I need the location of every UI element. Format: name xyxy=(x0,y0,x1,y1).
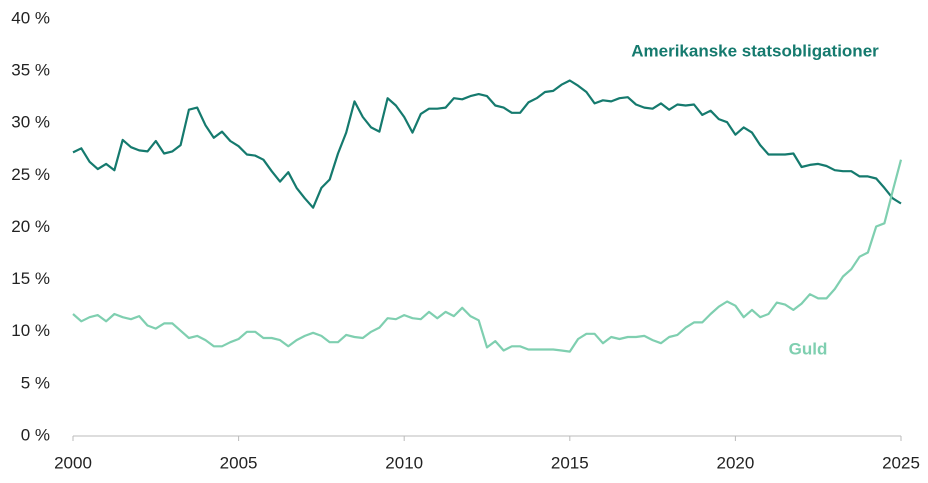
y-tick-label: 35 % xyxy=(11,61,50,80)
series-line xyxy=(72,79,902,209)
y-tick-label: 10 % xyxy=(11,321,50,340)
x-tick-label: 2015 xyxy=(551,453,589,472)
series-label: Amerikanske statsobligationer xyxy=(631,41,879,60)
y-tick-label: 30 % xyxy=(11,113,50,132)
x-tick-label: 2005 xyxy=(220,453,258,472)
y-tick-label: 5 % xyxy=(21,373,50,392)
x-tick-label: 2000 xyxy=(54,453,92,472)
y-tick-label: 0 % xyxy=(21,425,50,444)
series-line xyxy=(72,159,903,353)
y-tick-label: 15 % xyxy=(11,269,50,288)
series-label: Guld xyxy=(789,339,828,358)
y-tick-label: 40 % xyxy=(11,8,50,27)
x-tick-label: 2010 xyxy=(385,453,423,472)
x-tick-label: 2025 xyxy=(882,453,920,472)
y-tick-label: 20 % xyxy=(11,217,50,236)
y-tick-label: 25 % xyxy=(11,165,50,184)
x-tick-label: 2020 xyxy=(716,453,754,472)
